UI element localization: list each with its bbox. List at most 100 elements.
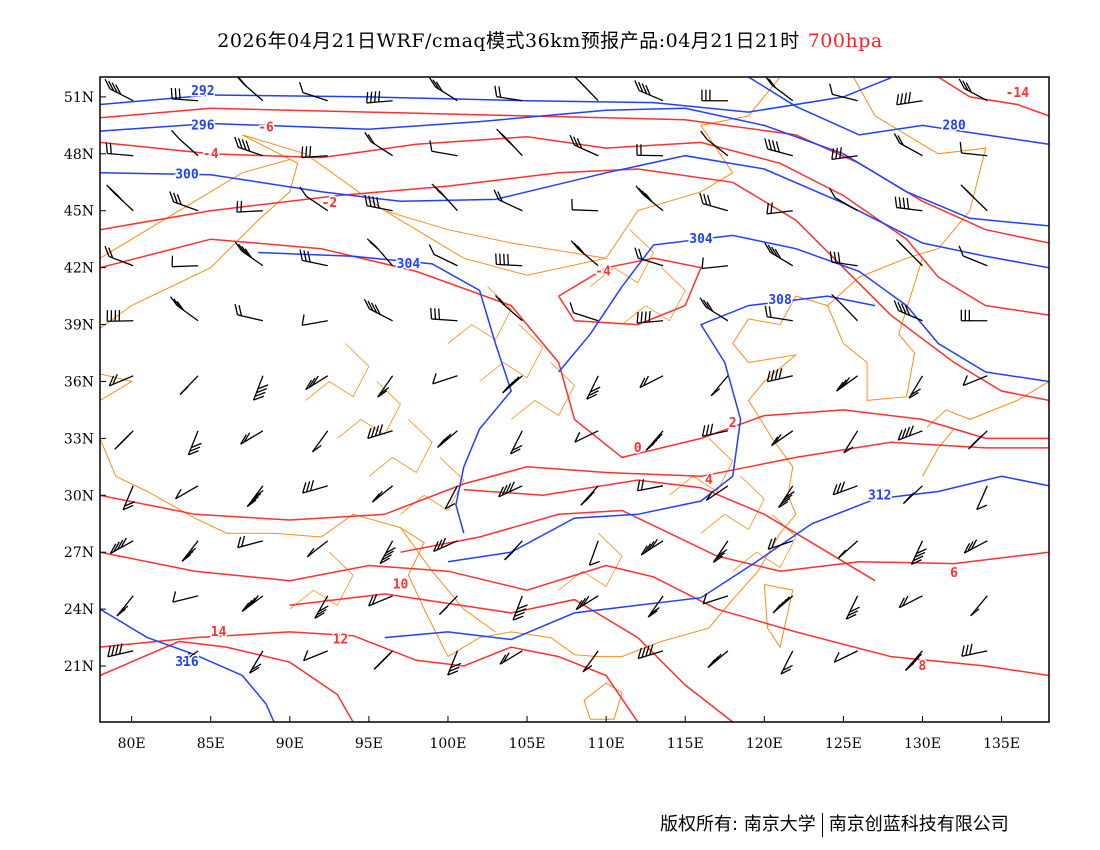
lon-tick-label: 115E <box>667 736 704 752</box>
isotherm-label: -6 <box>258 120 274 135</box>
lat-tick-label: 51N <box>64 90 94 106</box>
height-contours <box>100 77 1049 722</box>
wind-barb <box>240 430 264 445</box>
lon-tick-label: 85E <box>197 736 225 752</box>
wind-barb <box>582 650 599 673</box>
border-line <box>100 159 290 259</box>
wind-barb <box>509 430 523 455</box>
wind-barb <box>314 595 329 619</box>
wind-barb <box>645 430 664 451</box>
wind-barb <box>431 183 458 212</box>
wind-barb <box>430 307 458 322</box>
isotherm-label: 10 <box>393 577 409 592</box>
wind-barb <box>363 298 393 322</box>
wind-barb <box>898 595 923 609</box>
province-border <box>590 229 655 287</box>
wind-barb <box>701 257 728 270</box>
wind-barb <box>639 375 664 389</box>
wind-barb <box>764 305 793 322</box>
wind-barb <box>106 184 134 212</box>
wind-barb <box>640 538 664 556</box>
wind-barb <box>961 643 988 657</box>
wind-barb <box>493 189 523 212</box>
isotherm-line <box>400 509 1049 572</box>
wind-barb <box>637 644 664 660</box>
wind-barb <box>444 485 459 510</box>
wind-barb <box>764 242 794 267</box>
wind-barb <box>371 485 394 503</box>
height-contour-label: 304 <box>397 257 421 272</box>
wind-barb <box>702 593 729 605</box>
lat-tick-label: 36N <box>64 374 94 390</box>
isotherm-line <box>100 631 639 722</box>
lon-tick-label: 125E <box>825 736 862 752</box>
wind-barb <box>712 540 729 563</box>
wind-barb <box>252 375 269 401</box>
wind-barb <box>187 430 202 456</box>
lat-tick-label: 27N <box>64 545 94 561</box>
copyright-footer: 版权所有: 南京大学 南京创蓝科技有限公司 <box>660 810 1009 837</box>
province-border <box>447 286 512 344</box>
footer-divider <box>821 813 823 837</box>
wind-barb <box>236 77 264 102</box>
wind-barb <box>570 240 599 267</box>
wind-barb <box>429 77 458 102</box>
wind-barb <box>108 374 134 387</box>
isotherm-line <box>289 593 734 722</box>
wind-barb <box>893 133 923 157</box>
wind-barb <box>234 304 264 322</box>
isotherm-label: 8 <box>919 659 927 674</box>
province-border <box>621 267 686 325</box>
border-line <box>922 428 955 477</box>
wind-barb <box>237 535 264 549</box>
wind-barb <box>494 85 523 102</box>
lat-tick-label: 45N <box>64 204 94 220</box>
height-contour-line <box>100 107 1049 227</box>
wind-barb <box>366 90 393 104</box>
height-contour-label: 292 <box>191 84 214 99</box>
border-line <box>100 77 781 401</box>
border-line <box>763 584 794 649</box>
province-border <box>510 362 575 420</box>
province-border <box>669 438 734 496</box>
pressure-level: 700hpa <box>807 30 883 52</box>
isotherm-label: 0 <box>634 441 642 456</box>
wind-barb <box>962 375 988 387</box>
province-border <box>289 551 354 610</box>
wind-barb <box>636 144 664 157</box>
isotherm-label: 2 <box>729 416 737 431</box>
wind-barb <box>908 375 924 399</box>
wind-barb <box>968 430 988 450</box>
wind-barb <box>174 485 199 500</box>
wind-barb <box>963 539 988 554</box>
wind-barb <box>122 485 135 511</box>
height-contour-line <box>447 295 876 563</box>
wind-barb <box>574 77 599 102</box>
wind-barb <box>897 425 923 441</box>
lon-tick-label: 105E <box>509 736 546 752</box>
isotherm-label: -14 <box>1006 86 1030 101</box>
isotherm-line <box>100 551 1049 677</box>
wind-barb <box>574 430 599 443</box>
wind-barb <box>845 595 860 620</box>
lon-tick-label: 110E <box>588 736 625 752</box>
wind-barb <box>710 375 729 397</box>
wind-barb <box>106 310 134 322</box>
wind-barb <box>447 650 462 676</box>
map-background <box>100 77 1049 722</box>
isotherm-line <box>463 479 876 582</box>
wind-barb <box>647 595 664 618</box>
wind-barb <box>829 83 858 102</box>
wind-barb <box>246 485 264 508</box>
wind-barb <box>495 253 523 267</box>
height-contour-line <box>100 154 1049 269</box>
wind-barb <box>299 249 328 267</box>
wind-barb <box>364 131 393 157</box>
wind-barb <box>107 643 134 658</box>
wind-barb <box>767 537 793 550</box>
wind-barb <box>569 302 599 322</box>
wind-barb <box>109 537 134 555</box>
border-line <box>100 295 828 658</box>
height-contour-label: 280 <box>942 118 966 133</box>
